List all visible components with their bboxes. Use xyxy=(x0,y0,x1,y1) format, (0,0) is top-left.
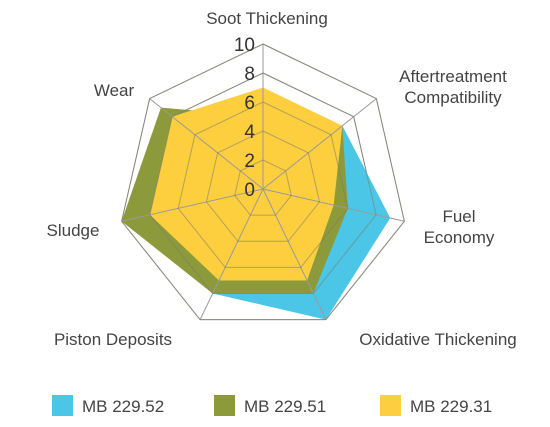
legend-swatch xyxy=(380,395,401,416)
tick-label: 0 xyxy=(244,180,255,201)
axis-label: Sludge xyxy=(47,221,100,240)
grid-ring-overlay xyxy=(234,159,292,216)
axis-labels: Soot Thickening Aftertreatment Compatibili… xyxy=(47,9,517,349)
spoke-line xyxy=(262,98,377,190)
grid-ring-overlay xyxy=(177,101,349,268)
legend-swatch xyxy=(52,395,73,416)
radial-tick-labels: 0 2 4 6 8 10 xyxy=(234,35,256,201)
legend-label: MB 229.51 xyxy=(244,397,326,416)
legend-label: MB 229.52 xyxy=(82,397,164,416)
grid-ring-overlay xyxy=(149,72,377,295)
tick-label: 8 xyxy=(244,64,255,85)
spoke-line xyxy=(262,188,327,320)
grid-ring-overlay xyxy=(121,43,405,321)
spoke-line xyxy=(199,188,264,320)
spoke-line xyxy=(149,98,264,190)
spoke-line xyxy=(121,188,264,222)
series-area xyxy=(149,87,343,281)
tick-label: 2 xyxy=(244,151,255,172)
tick-label: 10 xyxy=(234,35,255,56)
grid-ring-overlay xyxy=(205,130,321,242)
axis-label: Piston Deposits xyxy=(54,330,172,349)
axis-label: Soot Thickening xyxy=(206,9,328,28)
tick-label: 6 xyxy=(244,93,255,114)
axis-label: Aftertreatment Compatibility xyxy=(399,67,507,107)
legend-label: MB 229.31 xyxy=(410,397,492,416)
axis-label: Oxidative Thickening xyxy=(359,330,517,349)
radar-series xyxy=(121,87,391,320)
radar-spokes xyxy=(121,43,405,321)
spoke-line xyxy=(262,188,405,222)
axis-label: Wear xyxy=(94,81,135,100)
axis-label: Fuel Economy xyxy=(424,207,495,247)
legend-swatch xyxy=(214,395,235,416)
legend: MB 229.52 MB 229.51 MB 229.31 xyxy=(52,395,492,416)
tick-label: 4 xyxy=(244,122,255,143)
